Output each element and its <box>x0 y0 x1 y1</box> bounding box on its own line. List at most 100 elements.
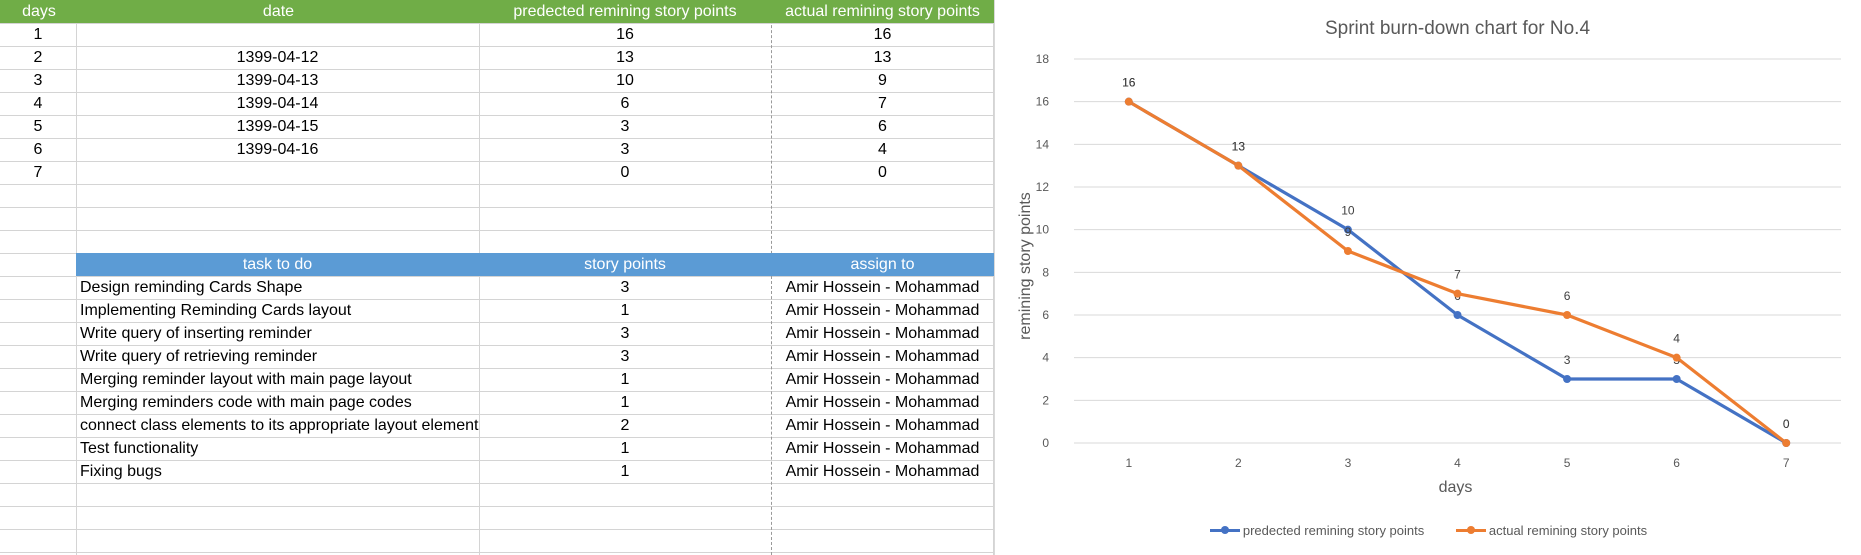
cell-story-points[interactable]: 2 <box>620 417 630 434</box>
series-point-actual <box>1124 97 1133 106</box>
grid-hline <box>0 115 994 116</box>
cell-story-points[interactable]: 3 <box>620 325 630 342</box>
cell-assignee[interactable]: Amir Hossein - Mohammad <box>785 325 980 342</box>
y-tick-label: 8 <box>1042 265 1049 279</box>
cell-date[interactable] <box>76 23 479 46</box>
cell-task[interactable]: Fixing bugs <box>80 463 162 480</box>
chart-canvas: Sprint burn-down chart for No.4024681012… <box>1017 18 1841 496</box>
y-axis-title: remining story points <box>1017 192 1034 340</box>
cell-day[interactable]: 1 <box>33 26 43 43</box>
cell-day[interactable]: 6 <box>33 141 43 158</box>
data-label-predicted: 0 <box>1783 417 1790 431</box>
cell-day[interactable]: 4 <box>33 95 43 112</box>
cell-task[interactable]: Write query of retrieving reminder <box>80 348 318 365</box>
cell-task[interactable]: Implementing Reminding Cards layout <box>80 302 352 319</box>
cell-assignee[interactable]: Amir Hossein - Mohammad <box>785 463 980 480</box>
task-header-task[interactable]: task to do <box>76 253 479 276</box>
cell-actual[interactable]: 9 <box>878 72 887 89</box>
y-tick-label: 6 <box>1042 308 1049 322</box>
data-label-predicted: 3 <box>1564 353 1571 367</box>
cell-story-points[interactable]: 1 <box>620 302 630 319</box>
cell-assignee[interactable]: Amir Hossein - Mohammad <box>785 302 980 319</box>
cell-predicted[interactable]: 0 <box>620 164 630 181</box>
cell-story-points[interactable]: 1 <box>620 394 630 411</box>
cell-actual[interactable]: 13 <box>873 49 892 66</box>
cell-date[interactable]: 1399-04-16 <box>236 141 319 158</box>
cell-assignee[interactable]: Amir Hossein - Mohammad <box>785 394 980 411</box>
cell-task[interactable]: Write query of inserting reminder <box>80 325 312 342</box>
cell-day[interactable]: 3 <box>33 72 43 89</box>
cell-actual[interactable]: 4 <box>878 141 887 158</box>
chart-legend: predected remining story points actual r… <box>995 520 1861 538</box>
grid-hline <box>0 460 994 461</box>
data-label-predicted: 16 <box>1122 76 1136 90</box>
cell-story-points[interactable]: 1 <box>620 440 630 457</box>
cell-assignee[interactable]: Amir Hossein - Mohammad <box>785 348 980 365</box>
cell-date[interactable]: 1399-04-15 <box>236 118 319 135</box>
grid-hline <box>0 230 994 231</box>
spreadsheet: days date predected remining story point… <box>0 0 994 555</box>
cell-assignee[interactable]: Amir Hossein - Mohammad <box>785 417 980 434</box>
y-tick-label: 2 <box>1042 393 1049 407</box>
cell-date[interactable]: 1399-04-12 <box>236 49 319 66</box>
data-label-actual: 4 <box>1673 332 1680 346</box>
cell-actual[interactable]: 7 <box>878 95 887 112</box>
cell-predicted[interactable]: 6 <box>620 95 630 112</box>
y-tick-label: 14 <box>1036 137 1050 151</box>
series-point-actual <box>1453 289 1462 298</box>
task-header-assign[interactable]: assign to <box>771 253 994 276</box>
data-label-actual: 16 <box>1122 76 1136 90</box>
x-tick-label: 2 <box>1235 456 1242 470</box>
data-label-actual: 7 <box>1454 268 1461 282</box>
cell-date[interactable]: 1399-04-13 <box>236 72 319 89</box>
cell-predicted[interactable]: 13 <box>616 49 634 66</box>
cell-assignee[interactable]: Amir Hossein - Mohammad <box>785 440 980 457</box>
cell-task[interactable]: Test functionality <box>80 440 199 457</box>
top-header-actual[interactable]: actual remining story points <box>771 0 994 23</box>
cell-story-points[interactable]: 3 <box>620 279 630 296</box>
cell-task[interactable]: Merging reminders code with main page co… <box>80 394 412 411</box>
grid-hline <box>0 345 994 346</box>
cell-actual[interactable]: 6 <box>878 118 887 135</box>
top-header-predicted[interactable]: predected remining story points <box>479 0 771 23</box>
grid-hline <box>0 483 994 484</box>
cell-day[interactable]: 2 <box>33 49 43 66</box>
data-label-actual: 6 <box>1564 289 1571 303</box>
cell-day[interactable]: 5 <box>33 118 43 135</box>
cell-story-points[interactable]: 1 <box>620 463 630 480</box>
cell-task[interactable]: Merging reminder layout with main page l… <box>80 371 412 388</box>
cell-assignee[interactable]: Amir Hossein - Mohammad <box>785 279 980 296</box>
top-header-days[interactable]: days <box>0 0 78 23</box>
cell-predicted[interactable]: 3 <box>620 118 630 135</box>
series-point-actual <box>1563 311 1572 319</box>
legend-swatch-actual-icon <box>1455 526 1486 534</box>
cell-predicted[interactable]: 16 <box>616 26 634 43</box>
legend-swatch-predicted-icon <box>1209 526 1240 534</box>
grid-hline <box>0 299 994 300</box>
cell-story-points[interactable]: 3 <box>620 348 630 365</box>
cell-date[interactable]: 1399-04-14 <box>236 95 319 112</box>
grid-hline <box>0 368 994 369</box>
y-tick-label: 0 <box>1042 436 1049 450</box>
legend-item-actual: actual remining story points <box>1455 523 1647 538</box>
cell-predicted[interactable]: 3 <box>620 141 630 158</box>
task-header-points[interactable]: story points <box>479 253 771 276</box>
cell-predicted[interactable]: 10 <box>616 72 634 89</box>
series-point-actual <box>1234 161 1243 170</box>
cell-actual[interactable]: 16 <box>873 26 892 43</box>
y-tick-label: 16 <box>1036 95 1050 109</box>
cell-assignee[interactable]: Amir Hossein - Mohammad <box>785 371 980 388</box>
data-label-actual: 0 <box>1783 417 1790 431</box>
cell-date[interactable] <box>76 161 479 184</box>
grid-hline <box>0 276 994 277</box>
data-label-actual: 9 <box>1345 225 1352 239</box>
series-point-predicted <box>1563 375 1572 383</box>
grid-vline <box>993 0 994 555</box>
cell-day[interactable]: 7 <box>33 164 43 181</box>
cell-actual[interactable]: 0 <box>878 164 887 181</box>
cell-story-points[interactable]: 1 <box>620 371 630 388</box>
top-header-date[interactable]: date <box>78 0 479 23</box>
cell-task[interactable]: connect class elements to its appropriat… <box>80 417 479 434</box>
burndown-chart[interactable]: Sprint burn-down chart for No.4 0 2 4 6 8 10 12… <box>994 0 1861 555</box>
cell-task[interactable]: Design reminding Cards Shape <box>80 279 303 296</box>
